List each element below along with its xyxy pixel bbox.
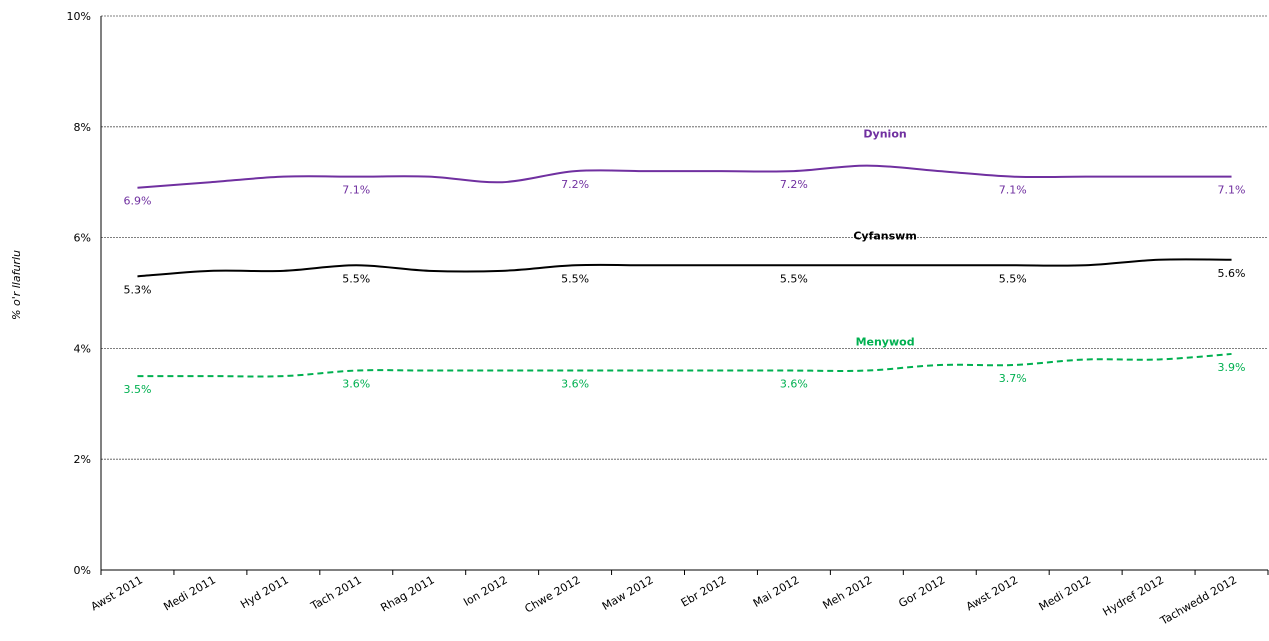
label-layer: 6.9% 7.1% 7.2% 7.2% 7.1% 7.1% Dynion 5.3% 5.5% 5.… — [123, 128, 1245, 397]
series-name-label-menywod: Menywod — [856, 336, 915, 349]
grid-layer — [101, 15, 1268, 460]
data-label: 3.6% — [342, 378, 370, 391]
data-label: 3.6% — [561, 378, 589, 391]
y-axis-label: % o'r llafurlu — [10, 250, 23, 320]
x-tick-label: Gor 2012 — [896, 573, 947, 610]
data-label: 7.2% — [780, 178, 808, 191]
series-name-label-dynion: Dynion — [863, 128, 906, 141]
series-name-label-cyfanswm: Cyfanswm — [853, 229, 916, 242]
y-tick-label: 6% — [74, 232, 91, 245]
x-tick-label: Ion 2012 — [461, 573, 509, 608]
data-label: 5.3% — [123, 283, 151, 296]
x-tick-label: Mai 2012 — [751, 573, 801, 610]
x-tick-label: Medi 2011 — [161, 573, 218, 613]
data-label: 3.5% — [123, 383, 151, 396]
x-tick-label: Tach 2011 — [308, 573, 364, 613]
data-label: 5.6% — [1218, 267, 1246, 280]
data-label: 3.6% — [780, 378, 808, 391]
x-tick-label: Rhag 2011 — [378, 573, 436, 614]
data-label: 7.1% — [1218, 184, 1246, 197]
y-tick-label: 4% — [74, 342, 91, 355]
x-tick-label: Awst 2011 — [89, 573, 145, 613]
x-tick-label: Awst 2012 — [964, 573, 1020, 613]
x-tick-label: Hyd 2011 — [238, 573, 291, 611]
y-tick-label: 8% — [74, 121, 91, 134]
data-label: 3.9% — [1218, 361, 1246, 374]
data-label: 5.5% — [780, 272, 808, 285]
y-tick-label: 0% — [74, 564, 91, 577]
data-label: 3.7% — [999, 372, 1027, 385]
y-tick-label: 2% — [74, 453, 91, 466]
axis-layer: 0% 2% 4% 6% 8% 10% Awst 2011 Medi 2011 Hyd 2011 T… — [67, 10, 1269, 628]
data-label: 6.9% — [123, 195, 151, 208]
data-label: 7.1% — [342, 184, 370, 197]
x-tick-label: Ebr 2012 — [679, 573, 729, 609]
x-tick-label: Meh 2012 — [820, 573, 874, 612]
y-tick-label: 10% — [67, 10, 91, 23]
x-tick-label: Maw 2012 — [600, 573, 656, 613]
x-tick-label: Tachwedd 2012 — [1157, 573, 1239, 628]
data-label: 5.5% — [342, 272, 370, 285]
series-line-dynion — [137, 164, 1232, 189]
data-label: 7.1% — [999, 184, 1027, 197]
data-label: 5.5% — [561, 272, 589, 285]
series-line-menywod — [137, 352, 1232, 378]
series-layer — [137, 164, 1232, 378]
x-tick-label: Chwe 2012 — [522, 573, 582, 615]
x-tick-label: Hydref 2012 — [1101, 573, 1167, 618]
series-line-cyfanswm — [137, 258, 1232, 278]
data-label: 7.2% — [561, 178, 589, 191]
data-label: 5.5% — [999, 272, 1027, 285]
x-tick-label: Medi 2012 — [1037, 573, 1094, 613]
